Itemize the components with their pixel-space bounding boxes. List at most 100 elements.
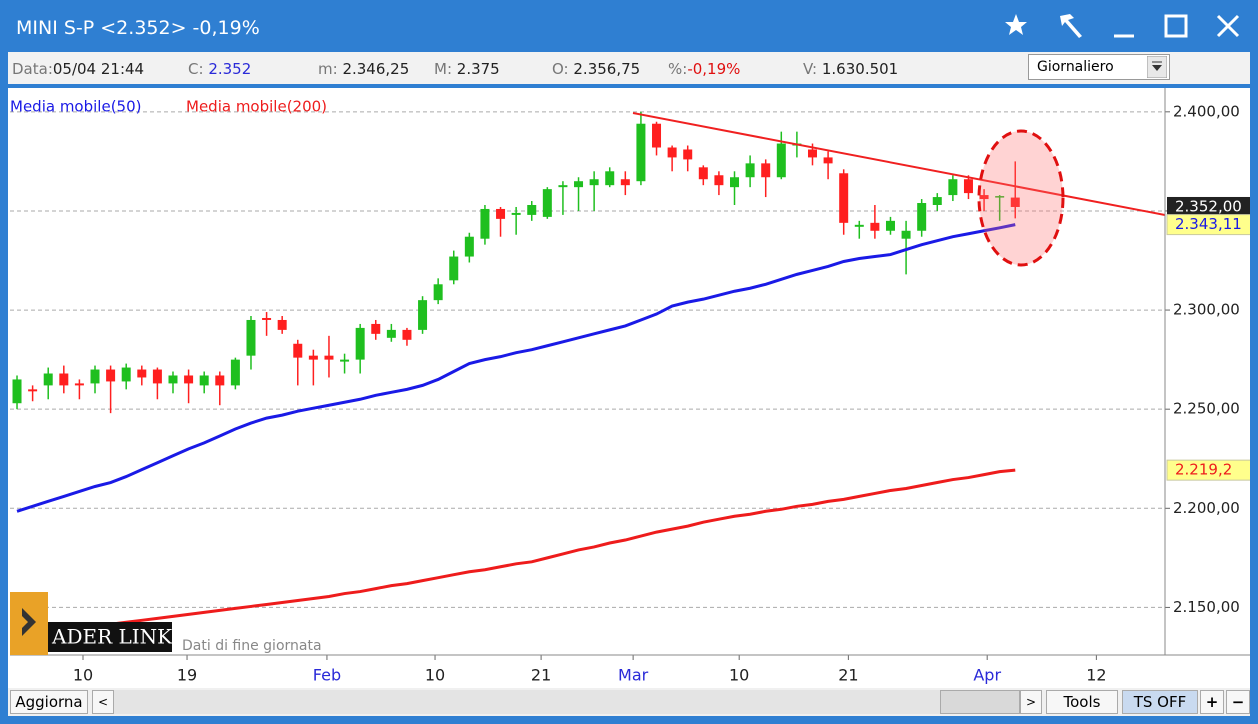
candle-body [480, 208, 490, 239]
info-label: C: [188, 60, 204, 78]
ts-button[interactable]: TS OFF [1122, 690, 1198, 714]
info-value: -0,19% [687, 60, 741, 78]
x-tick-label: 21 [531, 666, 551, 685]
legend-entry: Media mobile(50) [10, 98, 141, 116]
candle-body [355, 327, 365, 360]
logo-arrow [22, 608, 36, 636]
candle-body [979, 195, 989, 200]
candle-body [807, 149, 817, 158]
info-label: V: [803, 60, 818, 78]
x-tick-label: Mar [618, 666, 649, 685]
overlay-value-label: 2.343,11 [1175, 215, 1242, 233]
candle-body [371, 323, 381, 334]
candle-body [652, 123, 662, 148]
maximize-button[interactable] [1164, 14, 1188, 38]
candle-body [28, 389, 38, 392]
candle-body [137, 369, 147, 378]
highlight-ellipse [977, 129, 1065, 267]
candle-body [277, 319, 287, 330]
candle-body [558, 185, 568, 188]
candle-body [215, 375, 225, 386]
candle-body [948, 179, 958, 196]
zoom-out[interactable]: − [1226, 690, 1250, 714]
scroll-right[interactable]: > [1020, 690, 1042, 714]
candle-body [589, 179, 599, 186]
candle-body [636, 123, 646, 182]
candle-body [12, 379, 22, 404]
y-tick-label: 2.300,00 [1173, 301, 1240, 319]
candle-body [698, 167, 708, 180]
candle-body [246, 319, 256, 356]
footer-bar: Aggiorna < > Tools TS OFF + − [8, 688, 1250, 716]
x-tick-label: Apr [973, 666, 1001, 685]
overlay-value-box [1166, 459, 1250, 481]
chart-background [8, 88, 1250, 688]
candle-body [870, 222, 880, 231]
candle-body [714, 175, 724, 186]
candle-body [121, 367, 131, 382]
candle-body [402, 329, 412, 340]
candle-body [152, 369, 162, 384]
candle-body [464, 236, 474, 257]
candle-body [605, 171, 615, 186]
scroll-thumb[interactable] [940, 690, 1020, 714]
y-tick-label: 2.400,00 [1173, 102, 1240, 120]
candle-body [730, 177, 740, 188]
x-tick-label: 21 [838, 666, 858, 685]
candle-body [776, 143, 786, 178]
info-value: 2.346,25 [342, 60, 410, 78]
info-value: 2.375 [456, 60, 500, 78]
logo-text: ADER LINK [51, 625, 173, 649]
candle-body [995, 196, 1005, 198]
last-price-box [1167, 196, 1250, 217]
candle-body [433, 284, 443, 301]
candle-body [43, 373, 53, 386]
candle-body [418, 300, 428, 330]
candle-body [839, 173, 849, 223]
candle-body [620, 179, 630, 186]
candle-body [230, 359, 240, 386]
moving-average-line [16, 223, 1016, 513]
candle-body [901, 230, 911, 239]
moving-average-line [110, 468, 1016, 626]
candle-body [745, 163, 755, 178]
title-bar: MINI S-P <2.352> -0,19% [0, 0, 1258, 50]
period-dropdown[interactable]: Giornaliero [1028, 54, 1170, 80]
tools-button[interactable]: Tools [1046, 690, 1118, 714]
x-tick-label: 10 [729, 666, 749, 685]
info-label: Data: [12, 60, 53, 78]
candle-body [683, 149, 693, 160]
candle-body [59, 373, 69, 386]
info-label: m: [318, 60, 338, 78]
candle-body [574, 181, 584, 188]
window-controls [1005, 14, 1240, 38]
logo-box [48, 622, 172, 652]
close-button[interactable] [1216, 14, 1240, 38]
info-label: M: [434, 60, 452, 78]
candle-body [542, 189, 552, 217]
candle-body [527, 204, 537, 215]
candle-body [932, 197, 942, 205]
scroll-left[interactable]: < [92, 690, 114, 714]
candle-body [449, 256, 459, 281]
candle-body [106, 369, 116, 382]
candle-body [90, 369, 100, 384]
info-label: O: [552, 60, 569, 78]
info-value: 2.356,75 [573, 60, 641, 78]
last-price-label: 2.352,00 [1175, 197, 1242, 215]
hammer-icon[interactable] [1060, 14, 1082, 38]
candle-body [168, 375, 178, 384]
info-bar: Data:05/04 21:44 C: 2.352 m: 2.346,25 M:… [8, 52, 1250, 84]
info-label: %: [668, 60, 688, 78]
candle-body [511, 212, 521, 215]
x-tick-label: 10 [425, 666, 445, 685]
candle-body [963, 179, 973, 194]
star-icon[interactable] [1005, 14, 1027, 35]
candle-body [184, 375, 194, 384]
candle-body [324, 355, 334, 360]
overlay-value-box [1166, 214, 1250, 236]
zoom-in[interactable]: + [1200, 690, 1224, 714]
candle-body [854, 224, 864, 227]
refresh-button[interactable]: Aggiorna [10, 690, 88, 714]
scroll-track [114, 690, 1020, 714]
